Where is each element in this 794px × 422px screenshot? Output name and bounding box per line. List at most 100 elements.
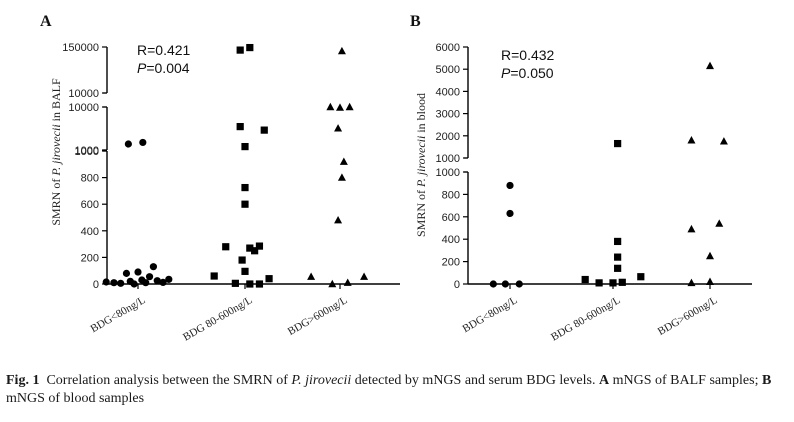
y-tick-label: 200 — [81, 252, 99, 264]
data-point-triangle — [336, 103, 344, 111]
chart-svg: A0200400600800100010001000010000150000BD… — [40, 13, 752, 344]
x-tick-label: BDG<80ng/L — [88, 294, 147, 335]
y-axis-title-suffix: in blood — [414, 93, 428, 136]
y-tick-label: 10000 — [68, 102, 99, 114]
data-point-square — [265, 275, 273, 283]
stat-r-value: R=0.432 — [501, 47, 555, 63]
data-point-triangle — [706, 61, 714, 70]
stat-p-number: =0.004 — [146, 60, 189, 76]
data-point-square — [222, 243, 230, 251]
y-tick-label: 5000 — [436, 64, 460, 76]
data-point-circle — [117, 279, 125, 287]
data-point-triangle — [360, 272, 369, 280]
data-point-circle — [145, 273, 154, 281]
y-axis-title-organism: P. jirovecii — [49, 124, 63, 176]
stat-p-value: P=0.050 — [501, 65, 554, 81]
figure-caption: Fig. 1 Correlation analysis between the … — [6, 372, 790, 408]
y-tick-label: 600 — [81, 199, 99, 211]
data-point-circle — [142, 279, 150, 287]
data-point-square — [238, 256, 246, 264]
y-axis-title-suffix: in BALF — [49, 78, 63, 124]
stat-r-value: R=0.421 — [137, 42, 191, 58]
data-point-circle — [506, 209, 514, 218]
stat-p-value: P=0.004 — [137, 60, 190, 76]
data-point-circle — [102, 278, 110, 286]
data-point-triangle — [307, 272, 316, 280]
data-point-triangle — [715, 219, 724, 227]
data-point-square — [241, 267, 249, 275]
y-tick-label: 600 — [442, 212, 460, 224]
x-tick-label: BDG<80ng/L — [460, 294, 519, 335]
chart-panel-b: B 0 200 400 600 800 1000 1000 2000 3000 4000 5000 60… — [410, 13, 752, 344]
y-tick-label: 1000 — [436, 153, 460, 165]
data-point-square — [231, 279, 239, 287]
panel-label: B — [410, 13, 421, 30]
data-point-triangle — [706, 277, 714, 285]
y-tick-label: 1000 — [75, 145, 99, 157]
data-point-triangle — [337, 46, 346, 55]
y-tick-label: 0 — [93, 279, 99, 291]
data-point-square — [255, 242, 264, 250]
y-tick-label: 10000 — [68, 88, 99, 100]
data-point-square — [637, 273, 645, 281]
data-point-square — [210, 272, 218, 280]
data-point-square — [614, 253, 622, 261]
stat-p-symbol: P — [501, 65, 511, 81]
caption-panel-a-desc: mNGS of BALF — [612, 373, 706, 388]
data-point-circle — [130, 280, 138, 288]
data-point-circle — [149, 263, 158, 271]
data-point-square — [260, 126, 268, 134]
data-point-square — [614, 139, 622, 148]
y-tick-label: 6000 — [436, 42, 460, 54]
y-tick-label: 150000 — [62, 42, 99, 54]
figure: A 0 200 400 600 800 1000 1000 10000 10000 150000 BD… — [40, 13, 752, 344]
data-point-triangle — [328, 279, 337, 288]
data-point-circle — [122, 269, 131, 277]
y-tick-label: 3000 — [436, 109, 460, 121]
data-point-square — [236, 123, 244, 131]
y-axis-title: SMRN of P. jirovecii in BALF — [49, 78, 63, 226]
data-point-triangle — [345, 102, 354, 111]
data-point-circle — [506, 181, 514, 190]
data-point-square — [614, 264, 622, 272]
y-axis-title-prefix: SMRN of — [414, 187, 428, 237]
data-point-circle — [153, 277, 161, 285]
caption-panel-b-sep: samples; — [709, 373, 759, 388]
data-point-circle — [110, 279, 118, 287]
data-point-square — [246, 280, 254, 288]
data-point-square — [614, 237, 622, 246]
data-point-square — [255, 280, 264, 288]
data-point-triangle — [334, 215, 343, 224]
y-tick-label: 1000 — [436, 167, 460, 179]
panel-label: A — [40, 13, 52, 30]
data-point-circle — [134, 268, 142, 276]
data-point-circle — [165, 275, 173, 283]
y-tick-label: 800 — [81, 173, 99, 185]
data-point-triangle — [334, 124, 343, 132]
caption-panel-b-letter: B — [761, 373, 772, 388]
y-tick-label: 1000 — [75, 146, 99, 158]
data-point-triangle — [337, 173, 346, 181]
data-point-triangle — [687, 278, 696, 287]
caption-organism: P. jirovecii — [291, 373, 352, 388]
data-point-square — [251, 247, 259, 255]
data-point-circle — [515, 280, 523, 288]
y-tick-label: 4000 — [436, 86, 460, 98]
chart-panel-a: A0200400600800100010001000010000150000BD… — [40, 13, 400, 344]
data-point-square — [595, 279, 603, 287]
y-axis-title-organism: P. jirovecii — [414, 136, 428, 188]
y-tick-label: 0 — [454, 279, 460, 291]
data-point-square — [241, 142, 249, 151]
data-point-square — [246, 244, 254, 252]
data-point-triangle — [343, 278, 352, 286]
data-point-square — [246, 43, 254, 52]
y-tick-label: 2000 — [436, 131, 460, 143]
y-tick-label: 800 — [442, 189, 460, 201]
y-axis-title-prefix: SMRN of — [49, 176, 63, 226]
data-point-triangle — [339, 157, 348, 165]
data-point-square — [609, 279, 617, 287]
x-tick-label: BDG 80-600ng/L — [549, 294, 623, 343]
y-axis-title: SMRN of P. jirovecii in blood — [414, 93, 428, 237]
data-point-triangle — [687, 136, 696, 144]
data-point-circle — [489, 280, 497, 288]
